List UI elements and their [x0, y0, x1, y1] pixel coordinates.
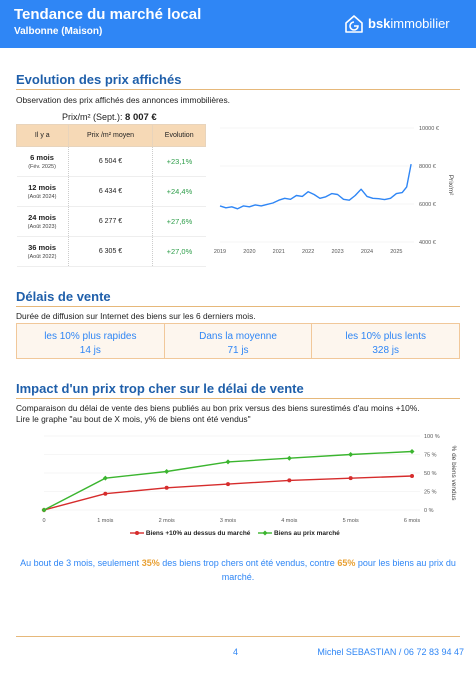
data-point-overpriced [348, 476, 353, 481]
price-series-line [219, 163, 412, 210]
sales-speed-chart: 0 % 25 % 50 % 75 % 100 % 0 1 mois 2 mois 3 mois 4… [41, 434, 457, 524]
chart-legend: Biens +10% au dessus du marché Biens au … [130, 530, 346, 537]
y-tick-label: 50 % [424, 471, 437, 477]
section-divider [16, 398, 460, 399]
section-divider [16, 306, 460, 307]
conclusion-text: Au bout de 3 mois, seulement 35% des bie… [20, 558, 456, 582]
section-title-prix: Evolution des prix affichés [16, 72, 182, 87]
y-tick-label: 10000 € [419, 126, 439, 132]
x-tick-label: 2025 [390, 249, 402, 255]
table-header: Evolution [152, 124, 206, 147]
x-tick-label: 0 [42, 518, 45, 524]
data-point-overpriced [164, 485, 169, 490]
section-description-impact: Comparaison du délai de vente des biens … [16, 403, 420, 413]
footer-divider [16, 636, 460, 637]
legend-marker-red [130, 531, 144, 536]
x-tick-label: 2024 [361, 249, 373, 255]
x-tick-label: 5 mois [343, 518, 359, 524]
company-logo: bskimmobilier [344, 14, 468, 34]
data-point-market [164, 469, 170, 475]
section-reading-guide: Lire le graphe "au bout de X mois, y% de… [16, 414, 251, 424]
page-title: Tendance du marché local [14, 6, 202, 23]
x-tick-label: 3 mois [220, 518, 236, 524]
data-point-market [348, 452, 354, 457]
y-axis-label: % de biens vendus [450, 446, 457, 502]
page-number: 4 [233, 647, 239, 657]
section-description-prix: Observation des prix affichés des annonc… [16, 95, 230, 105]
page-subtitle: Valbonne (Maison) [14, 26, 103, 37]
x-tick-label: 2021 [273, 249, 285, 255]
y-tick-label: 100 % [424, 434, 440, 440]
price-trend-chart: 4000 € 6000 € 8000 € 10000 € 2019 2020 2021 202… [214, 126, 454, 255]
data-point-market [409, 449, 415, 455]
delay-slowest: les 10% plus lents 328 js [345, 331, 426, 356]
data-point-overpriced [103, 491, 108, 496]
current-price: Prix/m² (Sept.): 8 007 € [62, 112, 157, 123]
y-tick-label: 25 % [424, 490, 437, 496]
x-tick-label: 4 mois [281, 518, 297, 524]
price-table: Il y a Prix /m² moyen Evolution 6 mois (F… [16, 124, 206, 267]
table-row: 36 mois (Août 2022) 6 305 € +27,0% [16, 236, 206, 267]
x-tick-label: 2019 [214, 249, 226, 255]
x-tick-label: 2 mois [159, 518, 175, 524]
logo-text: bskimmobilier [368, 16, 450, 31]
delay-fastest: les 10% plus rapides 14 js [17, 324, 165, 358]
y-tick-label: 6000 € [419, 202, 436, 208]
x-tick-label: 2023 [331, 249, 343, 255]
x-tick-label: 6 mois [404, 518, 420, 524]
data-point-market [41, 507, 47, 513]
y-axis-label: Prix/m² [447, 175, 454, 196]
data-point-overpriced [226, 482, 230, 487]
legend-item-market-price: Biens au prix marché [258, 530, 340, 537]
table-header: Prix /m² moyen [67, 124, 154, 147]
legend-marker-green [258, 530, 273, 536]
table-header: Il y a [16, 124, 69, 147]
section-description-delais: Durée de diffusion sur Internet des bien… [16, 311, 256, 321]
y-tick-label: 8000 € [419, 164, 436, 170]
table-row: 12 mois (Août 2024) 6 434 € +24,4% [16, 176, 206, 207]
y-tick-label: 75 % [424, 453, 437, 459]
data-point-overpriced [287, 478, 292, 483]
delay-average: Dans la moyenne 71 js [165, 324, 313, 358]
data-point-overpriced [410, 473, 414, 478]
legend-item-overpriced: Biens +10% au dessus du marché [130, 530, 250, 537]
y-tick-label: 0 % [424, 508, 434, 514]
y-tick-label: 4000 € [419, 240, 436, 246]
table-row: 24 mois (Août 2023) 6 277 € +27,6% [16, 206, 206, 237]
section-divider [16, 89, 460, 90]
house-icon [345, 15, 363, 33]
data-point-market [225, 459, 231, 465]
x-tick-label: 2022 [302, 249, 314, 255]
sale-delay-panel: les 10% plus rapides 14 js Dans la moyenn… [16, 323, 460, 359]
section-title-impact: Impact d'un prix trop cher sur le délai … [16, 381, 304, 396]
data-point-market [102, 475, 108, 481]
table-row: 6 mois (Fév. 2025) 6 504 € +23,1% [16, 146, 206, 177]
agent-contact: Michel SEBASTIAN / 06 72 83 94 47 [317, 647, 464, 657]
data-point-market [286, 455, 292, 461]
x-tick-label: 1 mois [97, 518, 113, 524]
section-title-delais: Délais de vente [16, 289, 111, 304]
x-tick-label: 2020 [243, 249, 255, 255]
page-header: Tendance du marché local Valbonne (Maiso… [0, 0, 476, 48]
